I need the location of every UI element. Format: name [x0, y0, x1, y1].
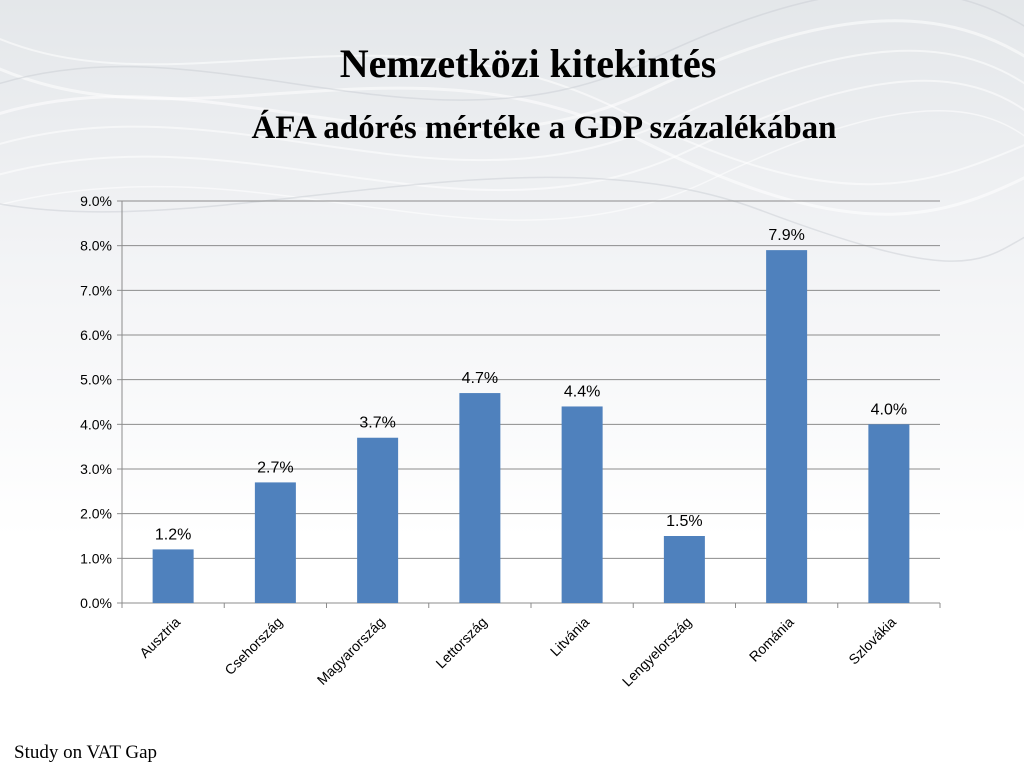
- data-label: 2.7%: [257, 459, 293, 476]
- data-label: 4.4%: [564, 383, 600, 400]
- bar: [868, 424, 910, 603]
- x-tick-label: Lengyelország: [619, 614, 695, 690]
- bar: [459, 393, 501, 603]
- data-label: 7.9%: [768, 227, 804, 244]
- y-tick-label: 3.0%: [80, 461, 112, 477]
- y-tick-label: 0.0%: [80, 595, 112, 611]
- bars: [152, 250, 910, 603]
- y-tick-label: 2.0%: [80, 506, 112, 522]
- chart-title: ÁFA adórés mértéke a GDP százalékában: [251, 110, 837, 146]
- y-tick-label: 8.0%: [80, 238, 112, 254]
- data-label: 1.2%: [155, 526, 191, 543]
- data-label: 4.7%: [462, 370, 498, 387]
- y-tick-label: 1.0%: [80, 550, 112, 566]
- data-labels: 1.2% 2.7% 3.7% 4.7% 4.4% 1.5% 7.9% 4.0%: [155, 227, 907, 543]
- slide-title: Nemzetközi kitekintés: [339, 41, 717, 86]
- gridlines: [122, 200, 940, 559]
- bar: [561, 406, 603, 603]
- axes: [117, 200, 941, 608]
- bar: [766, 250, 808, 603]
- y-tick-label: 6.0%: [80, 327, 112, 343]
- x-tick-label: Csehország: [221, 614, 285, 678]
- x-tick-label: Lettország: [432, 614, 490, 672]
- y-tick-label: 9.0%: [80, 193, 112, 209]
- x-tick-label: Litvánia: [547, 614, 593, 660]
- y-tick-label: 7.0%: [80, 282, 112, 298]
- bar: [152, 549, 194, 603]
- x-tick-label: Szlovákia: [845, 614, 899, 668]
- bar: [357, 437, 399, 603]
- data-label: 1.5%: [666, 513, 702, 530]
- x-tick-label: Ausztria: [136, 614, 183, 661]
- bar: [254, 482, 296, 603]
- y-tick-label: 4.0%: [80, 416, 112, 432]
- x-tick-label: Románia: [746, 614, 797, 665]
- y-tick-label: 5.0%: [80, 372, 112, 388]
- x-tick-label: Magyarország: [314, 614, 388, 688]
- source-footer: Study on VAT Gap: [14, 742, 158, 763]
- data-label: 4.0%: [871, 401, 907, 418]
- bar: [663, 536, 705, 603]
- data-label: 3.7%: [359, 415, 395, 432]
